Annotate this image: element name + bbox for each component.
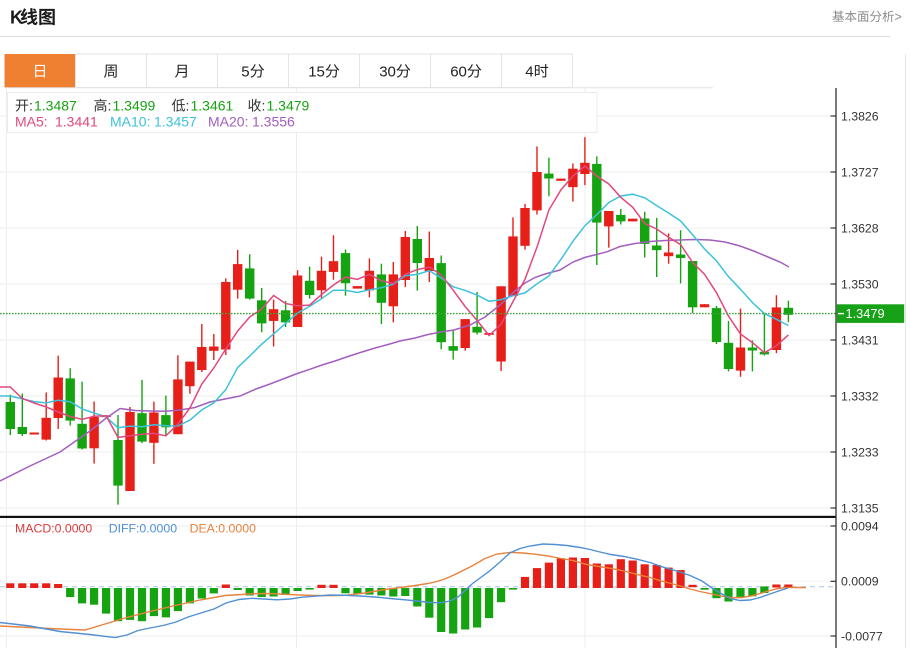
svg-text:1.3457: 1.3457 bbox=[154, 114, 197, 130]
svg-text:60: 60 bbox=[450, 64, 467, 81]
svg-text:1.3499: 1.3499 bbox=[113, 98, 156, 114]
svg-text:K: K bbox=[10, 8, 23, 28]
svg-text:MA5:: MA5: bbox=[15, 114, 48, 130]
svg-text:0.0009: 0.0009 bbox=[841, 575, 879, 589]
svg-text:1.3628: 1.3628 bbox=[841, 221, 879, 235]
svg-text:1.3135: 1.3135 bbox=[841, 501, 879, 515]
svg-text:DIFF:0.0000: DIFF:0.0000 bbox=[109, 522, 178, 536]
svg-text:MACD:0.0000: MACD:0.0000 bbox=[15, 522, 92, 536]
svg-text:-0.0077: -0.0077 bbox=[841, 629, 883, 643]
svg-text:1.3233: 1.3233 bbox=[841, 445, 879, 459]
svg-text:1.3826: 1.3826 bbox=[841, 109, 879, 123]
svg-text:1.3727: 1.3727 bbox=[841, 165, 879, 179]
svg-text:1.3487: 1.3487 bbox=[34, 98, 77, 114]
svg-text::: : bbox=[108, 98, 112, 114]
svg-text:1.3556: 1.3556 bbox=[252, 114, 295, 130]
svg-text:15: 15 bbox=[308, 64, 325, 81]
svg-text:30: 30 bbox=[379, 64, 396, 81]
svg-text::: : bbox=[29, 98, 33, 114]
svg-text:1.3332: 1.3332 bbox=[841, 389, 879, 403]
svg-text::: : bbox=[186, 98, 190, 114]
svg-text:MA10:: MA10: bbox=[110, 114, 150, 130]
svg-text:1.3479: 1.3479 bbox=[846, 306, 885, 321]
svg-text:0.0094: 0.0094 bbox=[841, 519, 879, 533]
svg-text:>: > bbox=[895, 10, 902, 24]
svg-text:1.3431: 1.3431 bbox=[841, 333, 879, 347]
svg-text:5: 5 bbox=[241, 64, 249, 81]
svg-text::: : bbox=[262, 98, 266, 114]
svg-text:1.3479: 1.3479 bbox=[267, 98, 310, 114]
svg-text:1.3461: 1.3461 bbox=[191, 98, 234, 114]
svg-text:4: 4 bbox=[525, 64, 533, 81]
svg-text:1.3441: 1.3441 bbox=[55, 114, 98, 130]
svg-text:1.3530: 1.3530 bbox=[841, 277, 879, 291]
svg-text:MA20:: MA20: bbox=[208, 114, 248, 130]
svg-text:DEA:0.0000: DEA:0.0000 bbox=[190, 522, 256, 536]
